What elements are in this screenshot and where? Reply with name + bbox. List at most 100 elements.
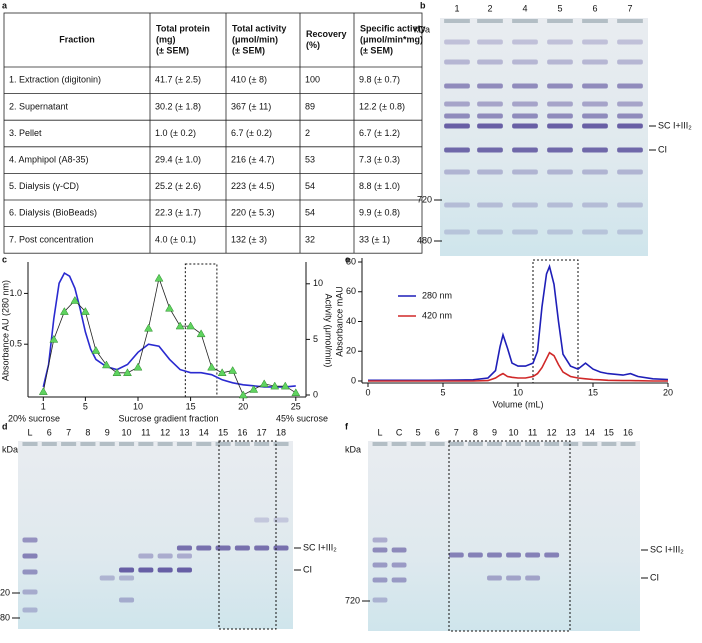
gel-band	[512, 123, 538, 129]
gel-band	[467, 552, 483, 558]
data-point	[270, 381, 280, 390]
data-point	[59, 307, 69, 315]
gel-band	[582, 113, 608, 119]
gel-band	[512, 229, 538, 235]
gel-image	[18, 441, 293, 629]
gel-band	[547, 202, 573, 208]
gel-band	[582, 123, 608, 129]
gel-well	[80, 442, 96, 446]
gel-band	[512, 147, 538, 153]
gel-well	[41, 442, 57, 446]
marker-label: 480	[0, 612, 10, 622]
y-tick-label: 40	[346, 316, 356, 326]
lane-label: 7	[66, 427, 71, 437]
lane-label: 11	[141, 427, 150, 437]
gel-band	[444, 101, 470, 107]
lane-label: 6	[47, 427, 52, 437]
gel-band	[391, 562, 407, 568]
table-cell: 410 (± 8)	[231, 75, 267, 85]
gel-band	[273, 517, 289, 523]
lane-label: 1	[454, 3, 459, 13]
y-axis-label: Absorbance AU (280 nm)	[0, 280, 10, 381]
lane-label: 5	[416, 427, 421, 437]
lane-label: 12	[547, 427, 557, 437]
gel-band	[22, 589, 38, 595]
data-point	[249, 384, 259, 393]
gel-band	[254, 545, 270, 551]
panel-letter: b	[420, 0, 426, 10]
table-cell: 2	[305, 128, 310, 138]
table-cell: 6. Dialysis (BioBeads)	[9, 208, 97, 218]
lane-label: 17	[257, 427, 267, 437]
data-point	[91, 346, 101, 354]
highlight-box	[184, 263, 218, 398]
gel-band	[22, 607, 38, 613]
lane-label: 9	[492, 427, 497, 437]
gel-well	[544, 442, 560, 446]
band-label: SC I+III₂	[303, 542, 337, 552]
data-point	[175, 321, 185, 330]
panel-letter: e	[345, 254, 350, 264]
band-label: SC I+III₂	[650, 544, 684, 554]
data-point	[49, 334, 59, 343]
table-cell: 7.3 (± 0.3)	[359, 154, 400, 164]
data-point	[186, 321, 196, 330]
table-header: (%)	[306, 40, 320, 50]
gel-well	[601, 442, 617, 446]
gel-band	[444, 123, 470, 129]
lane-label: 15	[218, 427, 228, 437]
gel-band	[617, 147, 643, 153]
gel-band	[119, 567, 135, 573]
data-point	[80, 307, 90, 315]
gel-band	[547, 229, 573, 235]
gel-well	[410, 442, 426, 446]
y-tick-label: 1.0	[9, 288, 22, 298]
table-cell: 3. Pellet	[9, 128, 42, 138]
gel-band	[617, 123, 643, 129]
gel-band	[582, 229, 608, 235]
gel-band	[477, 59, 503, 65]
table-cell: 25.2 (± 2.6)	[155, 181, 201, 191]
table-cell: 33 (± 1)	[359, 234, 390, 244]
table-cell: 9.9 (± 0.8)	[359, 208, 400, 218]
x-tick-label: 20	[238, 401, 248, 411]
data-point	[154, 273, 164, 282]
gel-well	[506, 442, 521, 446]
gel-band	[196, 545, 212, 551]
panel-letter: a	[2, 0, 8, 10]
data-point	[102, 360, 111, 369]
unit-label: kDa	[414, 24, 430, 34]
gel-band	[444, 229, 470, 235]
x-tick-label: 1	[41, 401, 46, 411]
marker-label: 480	[417, 235, 432, 245]
lane-label: 6	[592, 3, 597, 13]
gel-band	[444, 202, 470, 208]
table-cell: 223 (± 4.5)	[231, 181, 274, 191]
y-tick-label: 20	[346, 346, 356, 356]
lane-label: 7	[627, 3, 632, 13]
gel-well	[234, 442, 250, 446]
lane-label: 10	[122, 427, 132, 437]
gel-band	[547, 101, 573, 107]
gel-band	[22, 553, 38, 559]
gel-band	[512, 202, 538, 208]
gel-band	[215, 545, 231, 551]
table-header: (μmol/min)	[232, 34, 278, 44]
table-header: Total protein	[156, 23, 210, 33]
lane-label: 5	[557, 3, 562, 13]
lane-label: 10	[509, 427, 519, 437]
gel-band	[617, 39, 643, 45]
gel-image	[368, 441, 640, 631]
gel-well	[273, 442, 289, 446]
panel-letter: f	[345, 421, 349, 431]
gel-band	[512, 101, 538, 107]
lane-label: 14	[199, 427, 209, 437]
gel-well	[196, 442, 212, 446]
y-tick-label: 80	[346, 256, 356, 266]
table-header: (mg)	[156, 34, 176, 44]
gel-well	[391, 442, 407, 446]
gel-band	[547, 169, 573, 175]
lane-label: 13	[179, 427, 189, 437]
gel-well	[138, 442, 154, 446]
